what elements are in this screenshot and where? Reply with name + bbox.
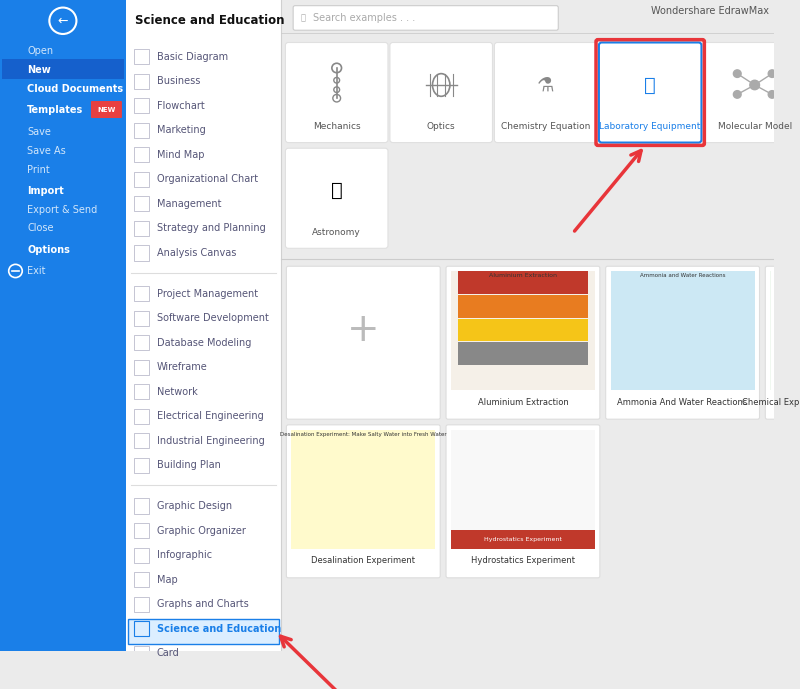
Text: Astronomy: Astronomy bbox=[312, 228, 361, 237]
Text: Laboratory Equipment: Laboratory Equipment bbox=[599, 122, 701, 131]
FancyBboxPatch shape bbox=[286, 425, 440, 578]
FancyBboxPatch shape bbox=[451, 530, 595, 548]
FancyBboxPatch shape bbox=[703, 43, 800, 143]
Text: Search examples . . .: Search examples . . . bbox=[313, 13, 414, 23]
FancyBboxPatch shape bbox=[286, 148, 388, 248]
Text: Ammonia And Water Reactions: Ammonia And Water Reactions bbox=[618, 398, 748, 407]
Text: Desalination Experiment: Desalination Experiment bbox=[311, 556, 415, 565]
Text: Science and Education: Science and Education bbox=[135, 14, 285, 28]
FancyBboxPatch shape bbox=[0, 0, 126, 650]
Text: Hydrostatics Experiment: Hydrostatics Experiment bbox=[471, 556, 575, 565]
FancyBboxPatch shape bbox=[458, 295, 588, 318]
Text: Electrical Engineering: Electrical Engineering bbox=[157, 411, 263, 422]
FancyBboxPatch shape bbox=[2, 59, 124, 79]
FancyBboxPatch shape bbox=[126, 0, 281, 650]
FancyBboxPatch shape bbox=[446, 266, 600, 419]
Text: Management: Management bbox=[157, 199, 222, 209]
Text: +: + bbox=[347, 311, 380, 349]
Text: Network: Network bbox=[157, 387, 198, 397]
FancyBboxPatch shape bbox=[766, 266, 776, 419]
Circle shape bbox=[750, 80, 759, 90]
FancyBboxPatch shape bbox=[458, 271, 588, 294]
Circle shape bbox=[768, 70, 776, 77]
FancyBboxPatch shape bbox=[91, 101, 122, 118]
FancyBboxPatch shape bbox=[293, 6, 558, 30]
Text: ⚗: ⚗ bbox=[537, 76, 554, 94]
Text: New: New bbox=[27, 65, 51, 75]
FancyBboxPatch shape bbox=[451, 429, 595, 548]
Text: Open: Open bbox=[27, 46, 54, 56]
Text: Desalination Experiment: Make Salty Water into Fresh Water: Desalination Experiment: Make Salty Wate… bbox=[280, 432, 446, 437]
FancyBboxPatch shape bbox=[610, 271, 754, 390]
Text: Ammonia and Water Reactions: Ammonia and Water Reactions bbox=[640, 273, 726, 278]
Text: Aluminium Extraction: Aluminium Extraction bbox=[478, 398, 568, 407]
Text: Science and Education: Science and Education bbox=[157, 624, 281, 634]
Text: Cloud Documents: Cloud Documents bbox=[27, 84, 123, 94]
Text: Wondershare EdrawMax: Wondershare EdrawMax bbox=[651, 6, 769, 17]
Text: Optics: Optics bbox=[427, 122, 455, 131]
Text: 🔍: 🔍 bbox=[301, 14, 306, 23]
FancyBboxPatch shape bbox=[458, 342, 588, 365]
Text: Chemical Exp: Chemical Exp bbox=[742, 398, 799, 407]
Circle shape bbox=[734, 70, 741, 77]
FancyBboxPatch shape bbox=[286, 43, 388, 143]
Text: Options: Options bbox=[27, 245, 70, 255]
Text: Map: Map bbox=[157, 575, 178, 585]
FancyBboxPatch shape bbox=[128, 619, 278, 644]
Text: Graphic Design: Graphic Design bbox=[157, 501, 232, 511]
Text: NEW: NEW bbox=[98, 107, 116, 114]
Text: 🔭: 🔭 bbox=[331, 181, 342, 200]
Circle shape bbox=[768, 91, 776, 99]
Text: Analysis Canvas: Analysis Canvas bbox=[157, 248, 236, 258]
Text: Project Management: Project Management bbox=[157, 289, 258, 298]
Text: Card: Card bbox=[157, 648, 179, 658]
Text: Wireframe: Wireframe bbox=[157, 362, 207, 372]
FancyBboxPatch shape bbox=[458, 318, 588, 341]
Text: Hydrostatics Experiment: Hydrostatics Experiment bbox=[484, 537, 562, 542]
Text: 🔬: 🔬 bbox=[644, 76, 656, 94]
Text: Strategy and Planning: Strategy and Planning bbox=[157, 223, 266, 234]
Text: Business: Business bbox=[157, 76, 200, 86]
Text: Templates: Templates bbox=[27, 105, 83, 116]
FancyBboxPatch shape bbox=[606, 266, 759, 419]
Text: Industrial Engineering: Industrial Engineering bbox=[157, 436, 265, 446]
FancyBboxPatch shape bbox=[599, 43, 702, 143]
Text: Graphic Organizer: Graphic Organizer bbox=[157, 526, 246, 535]
Text: Import: Import bbox=[27, 186, 64, 196]
Text: Save As: Save As bbox=[27, 146, 66, 156]
Text: Software Development: Software Development bbox=[157, 313, 269, 323]
Text: Graphs and Charts: Graphs and Charts bbox=[157, 599, 249, 609]
Text: ←: ← bbox=[58, 14, 68, 28]
Text: Building Plan: Building Plan bbox=[157, 460, 221, 471]
Text: Print: Print bbox=[27, 165, 50, 175]
FancyBboxPatch shape bbox=[291, 271, 435, 390]
FancyBboxPatch shape bbox=[291, 429, 435, 548]
FancyBboxPatch shape bbox=[610, 271, 754, 390]
Text: Chemistry Equation: Chemistry Equation bbox=[501, 122, 590, 131]
FancyBboxPatch shape bbox=[286, 266, 440, 419]
Text: Flowchart: Flowchart bbox=[157, 101, 205, 111]
Text: Molecular Model: Molecular Model bbox=[718, 122, 792, 131]
Text: Organizational Chart: Organizational Chart bbox=[157, 174, 258, 185]
Text: Basic Diagram: Basic Diagram bbox=[157, 52, 228, 61]
Circle shape bbox=[734, 91, 741, 99]
Text: Marketing: Marketing bbox=[157, 125, 206, 135]
Text: Mechanics: Mechanics bbox=[313, 122, 361, 131]
Text: Database Modeling: Database Modeling bbox=[157, 338, 251, 348]
FancyBboxPatch shape bbox=[446, 425, 600, 578]
Text: Export & Send: Export & Send bbox=[27, 205, 98, 214]
FancyBboxPatch shape bbox=[390, 43, 493, 143]
Text: Close: Close bbox=[27, 223, 54, 234]
Text: Infographic: Infographic bbox=[157, 550, 212, 560]
FancyBboxPatch shape bbox=[494, 43, 597, 143]
Text: Aluminium Extraction: Aluminium Extraction bbox=[489, 273, 557, 278]
Text: Save: Save bbox=[27, 127, 51, 137]
FancyBboxPatch shape bbox=[291, 429, 435, 548]
Text: Mind Map: Mind Map bbox=[157, 150, 204, 160]
FancyBboxPatch shape bbox=[770, 271, 771, 390]
FancyBboxPatch shape bbox=[451, 271, 595, 390]
Text: Exit: Exit bbox=[27, 266, 46, 276]
